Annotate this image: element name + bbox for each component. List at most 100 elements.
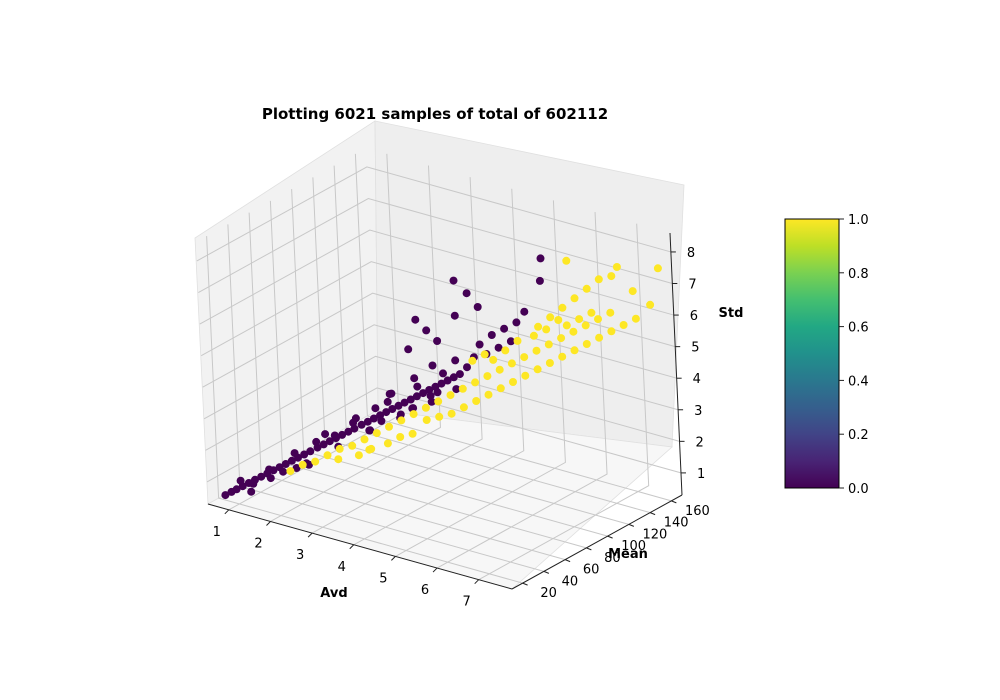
scatter-point xyxy=(357,420,366,429)
y-axis-label: Mean xyxy=(608,547,648,562)
scatter-point xyxy=(419,389,428,398)
scatter-point xyxy=(628,287,637,296)
scatter-point xyxy=(426,391,435,400)
scatter-point xyxy=(483,372,492,381)
scatter-point xyxy=(300,450,309,459)
colorbar-ticks: 0.0 0.2 0.4 0.6 0.8 1.0 xyxy=(839,213,869,497)
scatter-point xyxy=(298,460,307,469)
scatter-point xyxy=(501,346,510,355)
y-tick-label: 140 xyxy=(664,516,689,531)
y-tick-mark xyxy=(522,582,528,586)
scatter-point xyxy=(521,371,530,380)
z-axis-line xyxy=(669,232,683,496)
x-gridline xyxy=(353,188,525,546)
y-gridline xyxy=(312,177,630,525)
z-gridline xyxy=(205,355,680,451)
scatter-point xyxy=(433,388,442,397)
scatter-point xyxy=(459,403,468,412)
scatter-point xyxy=(354,451,363,460)
scatter-point xyxy=(545,359,554,367)
scatter-point xyxy=(428,361,437,370)
scatter-point xyxy=(312,437,321,446)
scatter-point xyxy=(410,374,419,383)
y-tick-mark xyxy=(628,523,635,527)
scatter-point xyxy=(575,315,584,324)
scatter-point xyxy=(544,340,553,349)
scatter-point xyxy=(546,313,555,322)
scatter-point xyxy=(330,431,339,440)
scatter-point xyxy=(397,416,406,425)
scatter-point xyxy=(447,409,456,418)
scatter-point xyxy=(449,373,458,382)
scatter-point xyxy=(468,356,477,365)
scatter-point xyxy=(496,384,505,393)
scatter-point xyxy=(437,379,446,388)
scatter-point xyxy=(507,359,516,368)
colorbar-tick-label: 0.4 xyxy=(848,374,869,389)
scatter-point xyxy=(582,284,591,293)
scatter-point xyxy=(443,376,452,385)
scatter-point xyxy=(344,427,353,436)
scatter-point xyxy=(534,322,543,331)
scatter-point xyxy=(535,276,544,285)
scatter-point xyxy=(473,303,482,311)
z-tick-label: 5 xyxy=(691,341,699,356)
scatter-point xyxy=(533,365,542,374)
y-tick-label: 40 xyxy=(562,574,579,589)
scatter-point xyxy=(532,346,541,355)
scatter-point xyxy=(500,324,509,333)
scatter-point xyxy=(570,294,579,303)
scatter-point xyxy=(607,327,616,336)
z-tick-label: 4 xyxy=(693,372,701,387)
scatter-point xyxy=(434,397,443,406)
scatter-point xyxy=(319,440,328,449)
scatter-point xyxy=(249,479,258,488)
x-tick-label: 5 xyxy=(379,571,387,586)
x-tick-mark xyxy=(432,567,438,573)
z-tick-label: 2 xyxy=(696,435,704,450)
z-gridline xyxy=(198,197,673,293)
y-axis-line xyxy=(511,494,683,590)
scatter-point xyxy=(348,441,357,450)
scatter-point xyxy=(408,429,417,438)
scatter-point xyxy=(462,289,471,298)
scatter-point xyxy=(607,272,616,281)
colorbar: 0.0 0.2 0.4 0.6 0.8 1.0 xyxy=(784,213,869,497)
x-tick-mark xyxy=(474,579,480,585)
y-gridline xyxy=(354,153,672,502)
y-tick-mark xyxy=(586,547,592,551)
x-axis-label: Avd xyxy=(320,586,347,601)
scatter-point xyxy=(411,315,420,324)
scatter-point xyxy=(387,389,396,398)
scatter-point xyxy=(558,303,567,312)
scatter-point xyxy=(363,417,372,426)
scatter-point xyxy=(400,398,409,407)
y-tick-mark xyxy=(543,570,550,574)
scatter-point xyxy=(595,333,604,342)
scatter-point xyxy=(450,311,459,320)
scatter-point xyxy=(554,316,563,324)
y-gridline xyxy=(206,236,523,584)
y-tick-label: 120 xyxy=(642,527,667,542)
scatter-point xyxy=(396,433,405,441)
scatter-point xyxy=(427,397,436,406)
scatter-point xyxy=(338,430,347,439)
y-tick-mark xyxy=(649,512,656,516)
scatter-point xyxy=(409,410,418,419)
scatter-point xyxy=(279,467,288,476)
z-gridline xyxy=(206,387,682,483)
scatter-point xyxy=(475,340,484,349)
scatter-point xyxy=(404,345,413,354)
colorbar-tick-label: 0.0 xyxy=(848,482,869,497)
scatter-point xyxy=(377,417,386,425)
scatter-point xyxy=(557,334,566,343)
scatter-point xyxy=(536,254,545,263)
z-tick-label: 7 xyxy=(688,278,696,293)
scatter-point xyxy=(335,444,344,453)
x-tick-label: 4 xyxy=(338,560,346,575)
scatter-point xyxy=(311,457,320,466)
scatter-point xyxy=(569,327,578,336)
scatter-point xyxy=(257,472,266,481)
scatter-point xyxy=(458,384,467,393)
